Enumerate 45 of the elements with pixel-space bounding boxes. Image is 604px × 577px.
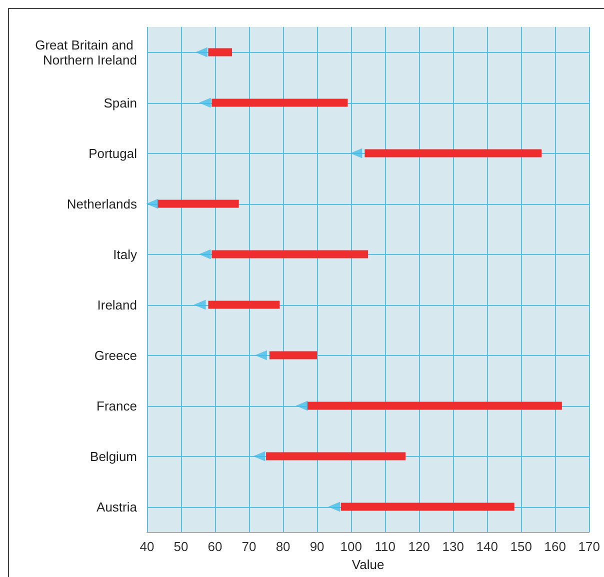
point bbox=[146, 198, 158, 209]
x-tick-label: 150 bbox=[510, 539, 532, 554]
y-tick-label: Spain bbox=[104, 95, 137, 110]
point bbox=[253, 451, 266, 462]
bar bbox=[212, 250, 368, 258]
x-tick-label: 120 bbox=[408, 539, 430, 554]
y-tick-label: Belgium bbox=[90, 448, 137, 464]
y-tick-label: Portugal bbox=[88, 146, 138, 161]
y-tick-label: Great Britain and Northern Ireland bbox=[35, 37, 137, 68]
point bbox=[194, 300, 206, 310]
x-tick-label: 50 bbox=[174, 539, 188, 554]
bar bbox=[208, 48, 232, 56]
bar bbox=[306, 402, 562, 410]
bar bbox=[208, 300, 280, 309]
x-tick-label: 70 bbox=[242, 539, 256, 554]
point bbox=[198, 249, 211, 260]
x-tick-label: 40 bbox=[140, 539, 154, 554]
bar bbox=[157, 200, 239, 208]
y-tick-label: Netherlands bbox=[66, 196, 138, 212]
x-tick-label: 170 bbox=[578, 539, 600, 554]
point bbox=[198, 98, 211, 108]
bar bbox=[269, 351, 318, 360]
point bbox=[195, 47, 208, 58]
y-tick-label: Austria bbox=[96, 499, 138, 514]
x-tick-label: 130 bbox=[442, 539, 464, 554]
point bbox=[328, 502, 340, 512]
x-tick-label: 80 bbox=[276, 539, 290, 554]
y-tick-label: Italy bbox=[113, 246, 138, 262]
bar bbox=[212, 98, 348, 107]
point bbox=[254, 350, 267, 360]
x-tick-label: 100 bbox=[340, 539, 362, 554]
bar bbox=[266, 452, 406, 460]
x-tick-label: 60 bbox=[208, 539, 222, 554]
x-tick-label: 140 bbox=[476, 539, 498, 554]
point bbox=[350, 148, 362, 158]
bar bbox=[364, 149, 542, 158]
x-tick-label: 160 bbox=[544, 539, 566, 554]
y-tick-label: Ireland bbox=[97, 297, 137, 312]
y-tick-label: Greece bbox=[94, 348, 137, 363]
x-tick-label: 110 bbox=[374, 539, 396, 554]
x-axis-title: Value bbox=[352, 557, 384, 572]
x-tick-label: 90 bbox=[310, 539, 324, 554]
y-tick-label: France bbox=[96, 398, 137, 414]
bar bbox=[340, 502, 514, 511]
point bbox=[296, 400, 308, 411]
